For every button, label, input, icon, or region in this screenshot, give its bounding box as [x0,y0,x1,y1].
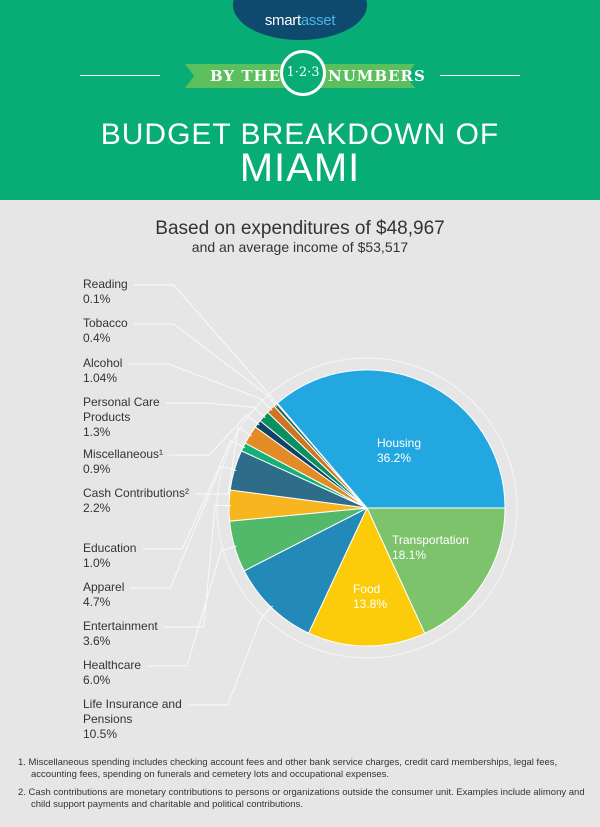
slice-value: 2.2% [83,501,111,515]
slice-value: 1.04% [83,371,118,385]
slice-name: Alcohol [83,356,123,370]
slice-value: 3.6% [83,634,111,648]
subtitle-income: and an average income of $53,517 [191,239,409,255]
pie-outer-ring [216,357,518,659]
leader-line [163,504,232,628]
footnotes: 1. Miscellaneous spending includes check… [18,757,588,817]
slice-name: Reading [83,277,128,291]
slice-label: Tobacco 0.4% [83,316,203,346]
slice-value: 10.5% [83,727,118,741]
slice-name: Food [353,582,381,596]
slice-value: 0.9% [83,462,111,476]
slice-value: 6.0% [83,673,111,687]
pie-slice-transportation [366,507,506,635]
slice-name: Miscellaneous¹ [83,447,164,461]
leader-line [147,545,237,667]
leader-line [169,414,260,456]
slice-name: Apparel [83,580,125,594]
title-line1: BUDGET BREAKDOWN OF [100,118,500,151]
slice-name: Housing [377,436,422,450]
leader-line [128,363,273,411]
slice-label: Transportation 18.1% [392,533,469,563]
slice-name: Entertainment [83,619,158,633]
slice-label: Healthcare 6.0% [83,658,203,688]
slice-value: 0.4% [83,331,111,345]
slice-label: Apparel 4.7% [83,580,203,610]
slice-value: 1.3% [83,425,111,439]
footnote-2: 2. Cash contributions are monetary contr… [18,787,585,810]
slice-label: Alcohol 1.04% [83,356,203,386]
slice-value: 0.1% [83,292,111,306]
title-line2: MIAMI [239,146,361,190]
leader-line [133,323,278,407]
banner-left: BY THE [210,67,282,85]
slice-value: 18.1% [392,548,427,562]
slice-label: Reading 0.1% [83,277,203,307]
divider [440,75,520,76]
pie-slice-food [307,506,426,647]
slice-label: Life Insurance and Pensions 10.5% [83,697,203,742]
slice-label: Education 1.0% [83,541,203,571]
slice-name: Life Insurance and Pensions [83,697,182,726]
banner-right: NUMBERS [328,67,426,85]
footnote-1: 1. Miscellaneous spending includes check… [18,757,558,780]
slice-label: Personal Care Products 1.3% [83,395,203,440]
divider [80,75,160,76]
slice-value: 36.2% [377,451,412,465]
banner-badge: 1·2·3 [280,50,326,96]
slice-label: Entertainment 3.6% [83,619,203,649]
slice-name: Healthcare [83,658,142,672]
slice-value: 4.7% [83,595,111,609]
leader-line [142,440,246,550]
leader-line [165,402,266,419]
leader-line [133,284,279,406]
slice-name: Personal Care Products [83,395,160,424]
leader-line [187,605,273,706]
slice-name: Cash Contributions² [83,486,190,500]
slice-label: Food 13.8% [353,582,387,612]
slice-name: Transportation [392,533,469,547]
slice-label: Miscellaneous¹ 0.9% [83,447,203,477]
slice-value: 13.8% [353,597,388,611]
slice-name: Education [83,541,137,555]
pie-slice-housing [276,369,506,509]
slice-label: Housing 36.2% [377,436,421,466]
header: smartasset BY THE 1·2·3 NUMBERS BUDGET B… [0,0,600,200]
leader-line [130,465,237,589]
subtitle-expenditures: Based on expenditures of $48,967 [155,218,445,239]
leader-line [195,426,252,495]
slice-name: Tobacco [83,316,128,330]
slice-label: Cash Contributions² 2.2% [83,486,203,516]
slice-value: 1.0% [83,556,111,570]
